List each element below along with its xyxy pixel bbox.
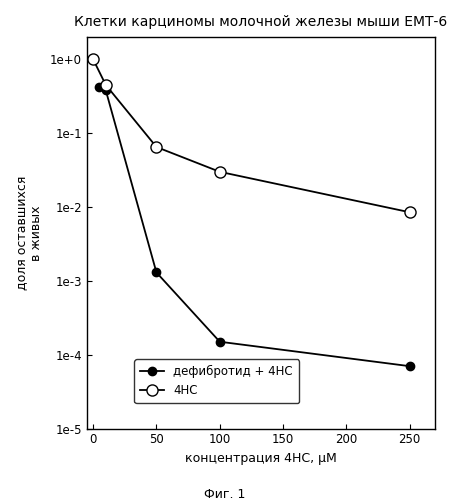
Y-axis label: доля оставшихся
в живых: доля оставшихся в живых: [15, 176, 43, 290]
X-axis label: концентрация 4НС, μМ: концентрация 4НС, μМ: [185, 452, 337, 465]
Text: Фиг. 1: Фиг. 1: [204, 488, 246, 500]
Title: Клетки карциномы молочной железы мыши ЕМТ-6: Клетки карциномы молочной железы мыши ЕМ…: [74, 15, 448, 29]
дефибротид + 4НС: [97, 84, 102, 90]
4НС: [217, 169, 222, 175]
4НС: [90, 56, 96, 62]
дефибротид + 4НС: [217, 338, 222, 344]
4НС: [407, 210, 412, 216]
дефибротид + 4НС: [154, 270, 159, 276]
Line: дефибротид + 4НС: дефибротид + 4НС: [95, 83, 414, 370]
дефибротид + 4НС: [407, 363, 412, 369]
дефибротид + 4НС: [103, 88, 108, 94]
Legend: дефибротид + 4НС, 4НС: дефибротид + 4НС, 4НС: [135, 360, 299, 403]
4НС: [103, 82, 108, 88]
Line: 4НС: 4НС: [88, 54, 415, 218]
4НС: [154, 144, 159, 150]
